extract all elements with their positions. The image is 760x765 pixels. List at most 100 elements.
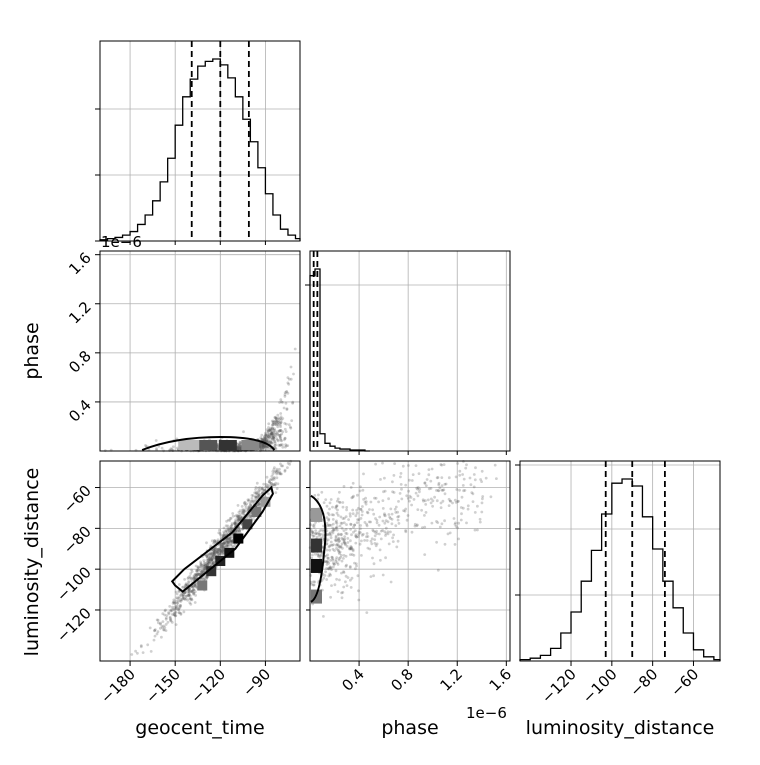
sample-point [429,479,433,483]
sample-point [238,509,242,513]
sample-point [370,542,374,546]
sample-point [167,611,170,615]
sample-point [176,597,179,600]
sample-point [336,548,340,552]
sample-point [279,398,283,402]
sample-point [174,607,177,611]
sample-point [281,417,285,420]
sample-point [367,520,371,524]
sample-point [228,537,231,540]
sample-point [248,506,251,510]
sample-point [202,569,206,572]
sample-point [172,613,176,617]
sample-point [218,552,222,556]
sample-point [169,608,173,612]
sample-point [237,510,241,514]
sample-point [381,507,385,510]
sample-point [255,481,259,485]
sample-point [237,446,241,450]
sample-point [374,544,378,548]
sample-point [447,504,451,507]
sample-point [179,605,182,608]
sample-point [381,529,384,532]
sample-point [279,421,283,425]
sample-point [236,514,240,518]
sample-point [371,556,374,560]
sample-point [195,569,199,573]
sample-point [365,535,368,539]
sample-point [440,476,444,479]
sample-point [281,443,284,447]
sample-point [257,503,261,506]
sample-point [326,553,329,557]
sample-point [192,591,196,595]
sample-point [276,439,280,443]
sample-point [349,553,352,556]
sample-point [218,553,221,556]
sample-point [349,486,353,489]
sample-point [358,542,362,546]
sample-point [293,347,297,351]
sample-point [281,430,285,434]
sample-point [223,542,227,546]
sample-point [373,530,377,534]
sample-point [238,447,242,451]
sample-point [386,520,390,524]
sample-point [158,622,162,626]
sample-point [272,436,276,440]
sample-point [268,429,272,432]
sample-point [174,590,178,594]
sample-point [169,447,173,451]
sample-point [163,609,167,613]
sample-point [283,422,287,425]
sample-point [274,447,278,451]
sample-point [312,523,316,527]
sample-point [316,552,319,556]
sample-point [204,563,207,567]
sample-point [212,553,216,557]
sample-point [245,502,249,506]
sample-point [331,559,335,562]
sample-point [217,547,221,551]
sample-point [495,477,498,480]
sample-point [263,436,267,440]
sample-point [349,578,352,582]
sample-point [271,437,274,441]
sample-point [269,426,273,430]
sample-point [321,533,325,537]
sample-point [184,584,187,587]
sample-point [217,549,221,553]
sample-point [452,517,456,520]
sample-point [221,549,225,553]
sample-point [266,483,270,487]
sample-point [291,401,294,405]
sample-point [270,430,274,434]
sample-point [342,540,346,543]
sample-point [191,587,195,591]
sample-point [337,532,340,536]
sample-point [365,611,369,614]
sample-point [231,539,234,542]
sample-point [375,518,379,522]
sample-point [195,573,199,577]
sample-point [363,539,366,542]
sample-point [326,533,329,536]
sample-point [340,536,344,540]
sample-point [275,472,279,476]
sample-point [340,571,343,575]
sample-point [256,492,259,496]
sample-point [279,417,283,420]
density-block-phaselum-0 [311,507,322,522]
sample-point [255,495,259,499]
sample-point [424,484,428,487]
sample-point [237,514,241,518]
sample-point [363,521,367,524]
sample-point [374,462,377,466]
sample-point [199,570,203,574]
scatter-geocent_time-phase [103,347,297,453]
sample-point [213,549,217,553]
sample-point [267,430,270,434]
sample-point [329,573,332,577]
sample-point [156,630,160,634]
sample-point [481,497,484,501]
